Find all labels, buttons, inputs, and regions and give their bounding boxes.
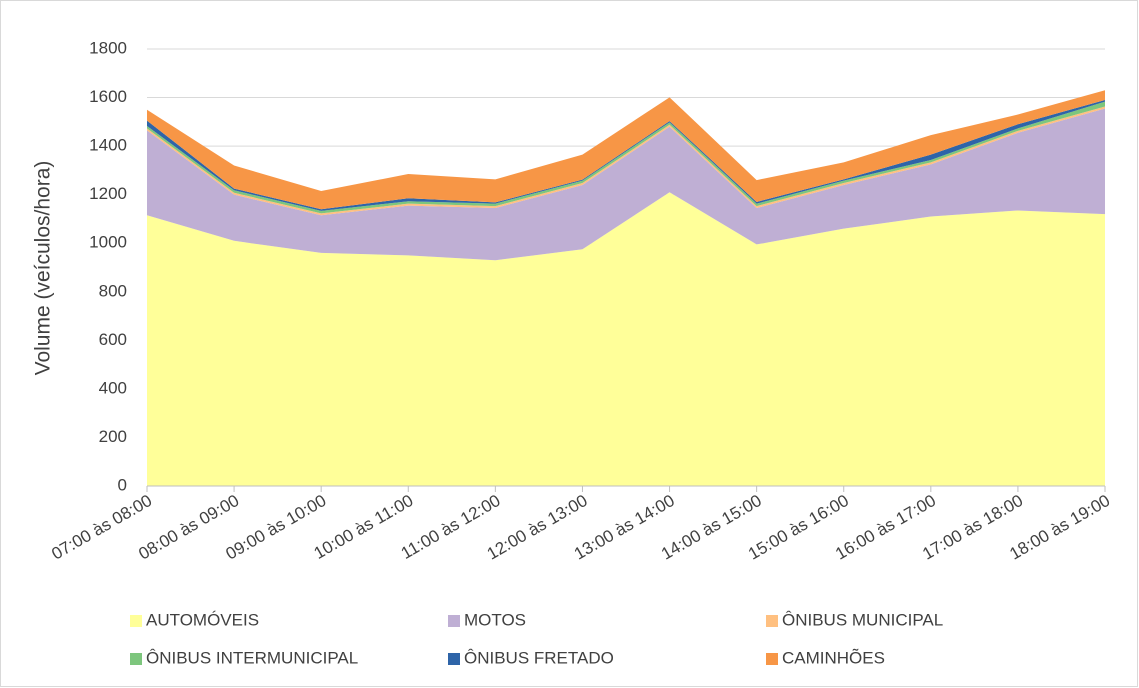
area [147, 90, 1105, 210]
legend-label: MOTOS [464, 610, 526, 629]
legend-swatch [130, 615, 142, 627]
legend-swatch [130, 653, 142, 665]
y-tick-label: 1000 [89, 233, 127, 252]
y-tick-label: 1200 [89, 184, 127, 203]
y-tick-label: 600 [99, 330, 127, 349]
area [147, 108, 1105, 261]
y-axis-title: Volume (veículos/hora) [32, 161, 55, 376]
legend-label: ÔNIBUS INTERMUNICIPAL [146, 648, 358, 667]
y-tick-label: 1400 [89, 136, 127, 155]
area [147, 192, 1105, 486]
y-tick-label: 400 [99, 378, 127, 397]
y-tick-label: 1800 [89, 38, 127, 57]
legend-label: ÔNIBUS FRETADO [464, 648, 614, 667]
legend-swatch [448, 615, 460, 627]
legend-label: AUTOMÓVEIS [146, 610, 259, 629]
y-tick-label: 0 [118, 475, 127, 494]
y-tick-label: 800 [99, 281, 127, 300]
legend-swatch [448, 653, 460, 665]
legend-label: ÔNIBUS MUNICIPAL [782, 610, 943, 629]
legend-swatch [766, 615, 778, 627]
y-tick-label: 200 [99, 427, 127, 446]
legend-label: CAMINHÕES [782, 648, 885, 667]
legend-swatch [766, 653, 778, 665]
y-tick-label: 1600 [89, 87, 127, 106]
